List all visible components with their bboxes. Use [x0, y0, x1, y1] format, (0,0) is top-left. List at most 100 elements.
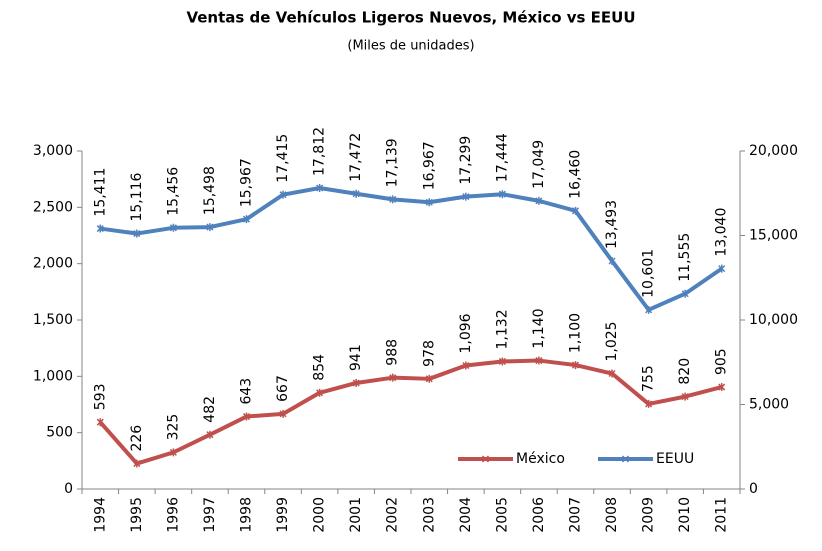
value-label: 16,460: [568, 150, 584, 199]
value-label: 17,812: [312, 127, 328, 176]
marker: [133, 229, 141, 238]
x-tick-label: 2002: [385, 497, 401, 533]
value-label: 17,444: [494, 133, 510, 182]
value-label: 226: [129, 425, 145, 452]
y-tick-label: 500: [46, 425, 73, 441]
legend-label: México: [516, 451, 565, 467]
value-label: 978: [421, 340, 437, 367]
marker: [316, 183, 324, 192]
x-tick-label: 2009: [641, 497, 657, 533]
y2-tick-label: 15,000: [749, 228, 798, 244]
x-tick-label: 2000: [312, 497, 328, 533]
y-tick-label: 1,500: [33, 312, 73, 328]
marker: [425, 198, 433, 207]
marker: [133, 459, 141, 468]
marker: [242, 412, 251, 421]
marker: [96, 224, 104, 233]
marker: [535, 196, 543, 205]
chart-subtitle: (Miles de unidades): [347, 39, 474, 54]
value-label: 755: [641, 365, 657, 392]
marker: [352, 378, 360, 387]
value-label: 17,139: [385, 138, 401, 187]
value-label: 13,040: [714, 208, 730, 257]
value-label: 15,498: [202, 166, 218, 215]
value-label: 1,025: [604, 321, 620, 361]
chart-title: Ventas de Vehículos Ligeros Nuevos, Méxi…: [186, 9, 635, 27]
value-label: 17,049: [531, 140, 547, 189]
x-tick-label: 2004: [458, 497, 474, 533]
value-label: 13,493: [604, 200, 620, 249]
x-tick-label: 2003: [421, 497, 437, 533]
series-line: [98, 358, 723, 466]
value-label: 820: [677, 358, 693, 385]
value-label: 905: [714, 348, 730, 375]
y-tick-label: 0: [64, 481, 73, 497]
marker: [718, 383, 726, 392]
x-tick-label: 2010: [677, 497, 693, 533]
marker: [169, 223, 177, 232]
x-tick-label: 2008: [604, 497, 620, 533]
marker: [718, 264, 726, 273]
value-label: 1,132: [494, 309, 510, 349]
value-label: 17,299: [458, 136, 474, 185]
y-tick-label: 2,500: [33, 199, 73, 215]
marker: [206, 223, 214, 232]
value-label: 17,415: [275, 134, 291, 183]
legend-marker: [481, 455, 490, 463]
marker: [206, 430, 214, 439]
x-tick-label: 2007: [568, 497, 584, 533]
marker: [571, 206, 580, 215]
marker: [316, 388, 324, 397]
marker: [498, 357, 506, 366]
value-label: 10,601: [641, 249, 657, 298]
x-tick-label: 1999: [275, 497, 291, 533]
marker: [169, 448, 177, 457]
marker: [608, 369, 616, 378]
value-label: 15,116: [129, 172, 145, 221]
value-label: 17,472: [348, 133, 364, 182]
marker: [681, 392, 689, 401]
value-label: 667: [275, 375, 291, 402]
x-tick-label: 1994: [92, 497, 108, 533]
marker: [681, 289, 689, 298]
x-tick-label: 1996: [165, 497, 181, 533]
marker: [608, 256, 616, 265]
marker: [352, 189, 360, 198]
x-tick-label: 2005: [494, 497, 510, 533]
y-tick-label: 3,000: [33, 143, 73, 159]
marker: [645, 399, 653, 408]
value-label: 1,100: [568, 313, 584, 353]
marker: [645, 305, 653, 314]
value-label: 593: [92, 383, 108, 410]
y2-tick-label: 10,000: [749, 312, 798, 328]
value-label: 941: [348, 344, 364, 371]
marker: [389, 373, 397, 382]
value-label: 15,456: [165, 167, 181, 216]
value-label: 15,967: [239, 158, 255, 207]
x-tick-label: 1995: [129, 497, 145, 533]
x-tick-label: 2011: [714, 497, 730, 533]
legend-marker: [621, 455, 630, 463]
marker: [242, 215, 251, 224]
value-label: 643: [239, 378, 255, 405]
marker: [96, 418, 104, 427]
marker: [535, 356, 543, 365]
value-label: 1,096: [458, 313, 474, 353]
y2-tick-label: 0: [749, 481, 758, 497]
value-label: 1,140: [531, 308, 547, 348]
x-tick-label: 2001: [348, 497, 364, 533]
x-tick-label: 2006: [531, 497, 547, 533]
series-line: [100, 185, 723, 312]
marker: [425, 374, 433, 383]
y-tick-label: 2,000: [33, 256, 73, 272]
y2-tick-label: 5,000: [749, 397, 789, 413]
marker: [498, 190, 506, 199]
value-label: 15,411: [92, 168, 108, 217]
marker: [279, 409, 287, 418]
y2-tick-label: 20,000: [749, 143, 798, 159]
marker: [462, 361, 470, 370]
marker: [279, 190, 287, 199]
value-label: 11,555: [677, 233, 693, 282]
value-label: 854: [312, 354, 328, 381]
